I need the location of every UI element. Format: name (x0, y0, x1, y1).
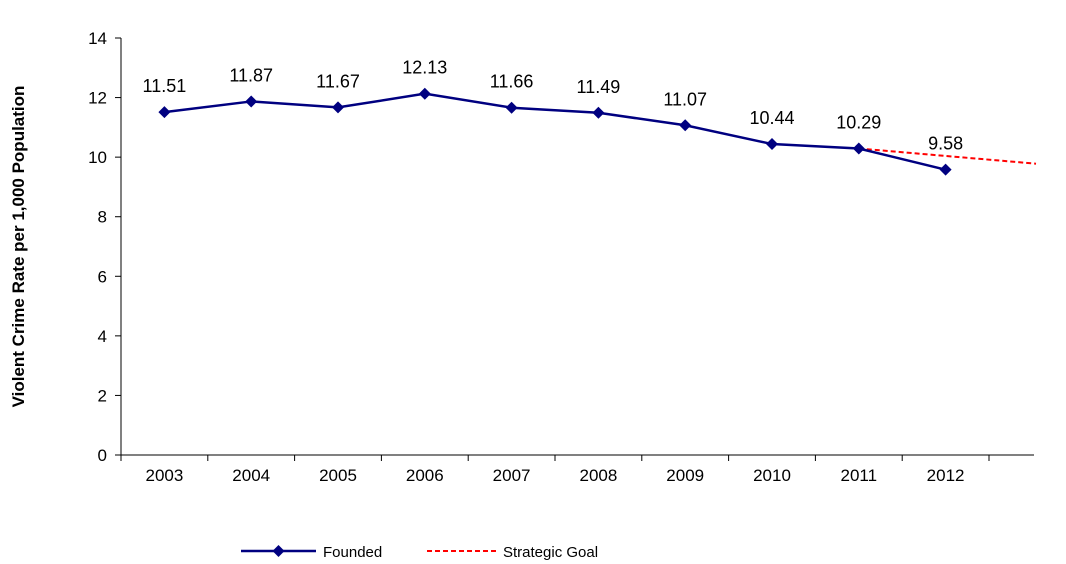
y-tick-label: 14 (88, 29, 107, 48)
legend-founded-marker (272, 545, 285, 557)
founded-point (332, 101, 344, 114)
y-tick-label: 4 (98, 327, 107, 346)
founded-point (679, 119, 692, 132)
founded-point (418, 87, 431, 100)
x-tick-label: 2011 (841, 466, 878, 485)
legend-goal-label: Strategic Goal (503, 544, 598, 561)
x-tick-label: 2012 (927, 466, 965, 485)
strategic-goal-line (858, 147, 1037, 165)
y-axis-title: Violent Crime Rate per 1,000 Population (9, 86, 28, 408)
founded-point (505, 101, 518, 114)
founded-point (852, 142, 865, 155)
founded-point (158, 106, 171, 119)
data-label: 10.44 (749, 108, 794, 128)
founded-point (245, 95, 258, 108)
data-label: 11.07 (663, 89, 707, 109)
data-label: 11.87 (229, 65, 273, 85)
data-labels: 11.51 11.87 11.67 12.13 11.66 11.49 11.07 10.44… (143, 58, 964, 154)
series-founded (158, 87, 952, 176)
x-tick-label: 2005 (319, 466, 357, 485)
y-tick-label: 8 (98, 208, 107, 227)
founded-point (592, 106, 605, 119)
data-label: 12.13 (402, 58, 447, 78)
data-label: 11.49 (577, 77, 621, 97)
x-tick-label: 2008 (579, 466, 617, 485)
y-tick-label: 2 (98, 386, 107, 405)
y-tick-label: 0 (98, 446, 107, 465)
data-label: 11.51 (143, 76, 187, 96)
x-tick-label: 2010 (753, 466, 791, 485)
legend-founded-label: Founded (323, 544, 382, 561)
y-tick-label: 6 (98, 267, 107, 286)
founded-point (766, 138, 778, 151)
data-label: 9.58 (928, 134, 963, 154)
y-axis-ticks: 0 2 4 6 8 10 12 14 (88, 29, 121, 465)
y-tick-label: 12 (88, 89, 107, 108)
x-tick-label: 2004 (232, 466, 270, 485)
axes (120, 38, 1034, 456)
x-axis-ticks: 2003 2004 2005 2006 2007 2008 2009 2010 2011 2012 (120, 455, 990, 485)
founded-line (164, 92, 946, 171)
x-tick-label: 2007 (493, 466, 531, 485)
data-label: 11.66 (490, 72, 534, 92)
founded-point (939, 163, 952, 176)
x-tick-label: 2003 (145, 466, 183, 485)
x-tick-label: 2006 (406, 466, 444, 485)
y-tick-label: 10 (88, 148, 107, 167)
data-label: 10.29 (836, 113, 881, 133)
series-strategic-goal (858, 147, 1037, 165)
legend: Founded Strategic Goal (241, 544, 598, 561)
x-tick-label: 2009 (666, 466, 704, 485)
data-label: 11.67 (316, 71, 360, 91)
